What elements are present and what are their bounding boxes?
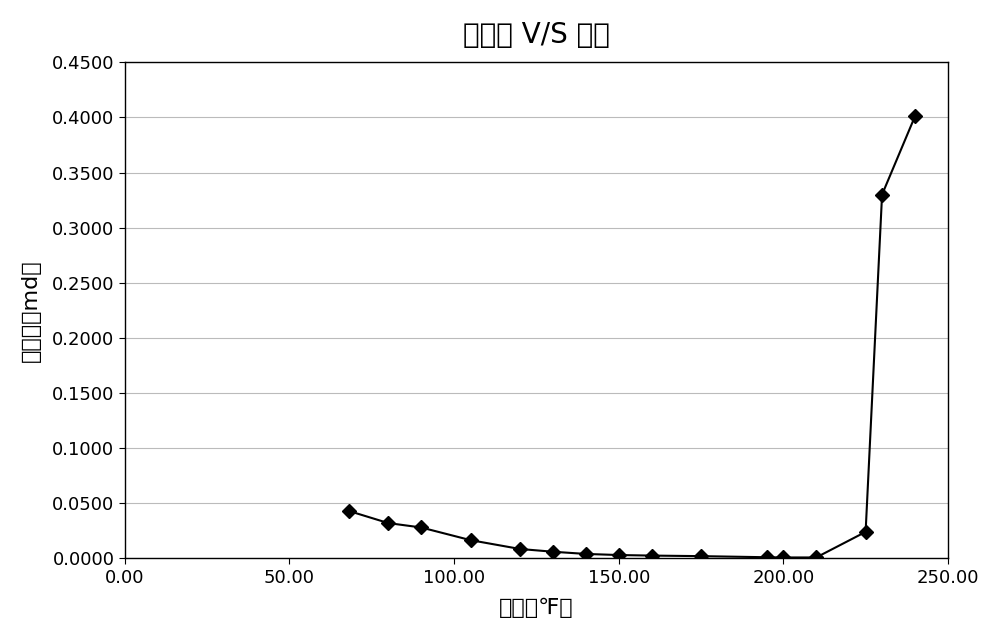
Y-axis label: 渗透率（md）: 渗透率（md）	[21, 259, 41, 362]
Title: 渗透率 V/S 温度: 渗透率 V/S 温度	[463, 21, 610, 49]
X-axis label: 温度（℉）: 温度（℉）	[499, 598, 574, 618]
